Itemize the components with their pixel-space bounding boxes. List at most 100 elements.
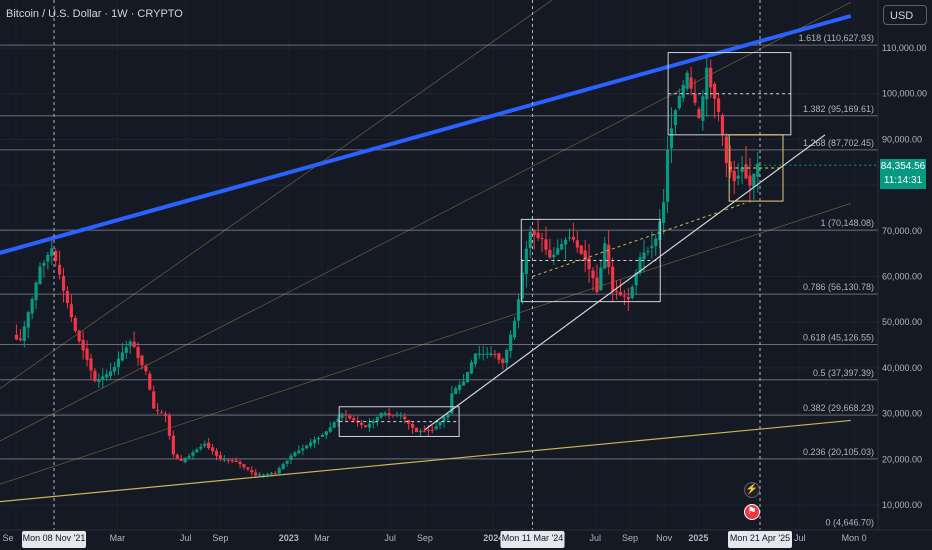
candle-body	[497, 353, 501, 360]
crosshair-date-badge	[500, 531, 565, 548]
candle-body	[426, 429, 430, 431]
candle-body	[489, 353, 493, 356]
time-axis	[0, 530, 932, 550]
candle-body	[81, 339, 85, 351]
candle-body	[238, 461, 242, 465]
candle-body	[560, 244, 564, 250]
candle-body	[520, 272, 525, 299]
x-tick-label: Jul	[794, 533, 806, 543]
candle-body	[210, 447, 215, 452]
candle-body	[662, 202, 666, 223]
candle-body	[218, 455, 223, 460]
candle-body	[367, 423, 372, 428]
candle-body	[458, 384, 462, 390]
currency-button[interactable]: USD	[883, 5, 927, 25]
x-tick-label: Jul	[590, 533, 602, 543]
y-tick-label: 100,000.00	[882, 89, 927, 99]
candle-body	[430, 429, 434, 431]
candle-body	[85, 348, 89, 360]
candle-body	[713, 83, 717, 99]
candle-body	[183, 457, 187, 463]
candle-body	[567, 237, 572, 239]
candle-body	[548, 249, 552, 258]
candle-body	[97, 378, 101, 383]
candle-body	[532, 229, 536, 235]
candle-body	[163, 413, 168, 416]
candle-body	[112, 366, 117, 372]
candle-body	[618, 291, 623, 296]
candle-body	[285, 460, 289, 464]
candle-body	[693, 93, 697, 103]
candle-body	[477, 353, 481, 355]
candle-body	[77, 330, 81, 342]
candle-body	[171, 435, 175, 455]
candle-body	[289, 455, 293, 461]
candle-body	[297, 450, 301, 454]
candle-body	[650, 245, 654, 248]
fib-level-label: 0 (4,646.70)	[825, 517, 874, 527]
candle-body	[607, 244, 611, 268]
candle-body	[446, 413, 450, 418]
y-tick-label: 70,000.00	[882, 226, 922, 236]
candle-body	[728, 161, 732, 173]
lightning-icon[interactable]: ⚡	[744, 482, 760, 498]
candle-body	[544, 239, 548, 250]
trendline-blue	[0, 14, 852, 255]
candle-body	[438, 421, 442, 426]
candle-body	[195, 449, 199, 453]
candle-body	[434, 426, 438, 429]
candle-body	[348, 415, 352, 419]
plot-area[interactable]: 1.618 (110,627.93) 1.382 (95,169.61) 1.268…	[0, 0, 878, 530]
candle-body	[22, 326, 26, 341]
candle-body	[273, 473, 277, 475]
candle-body	[136, 347, 140, 358]
trendline-long_gold	[0, 419, 851, 503]
x-tick-label: 2025	[688, 533, 708, 543]
candle-body	[42, 262, 46, 266]
candle-body	[536, 232, 540, 239]
candle-body	[630, 286, 634, 299]
candle-body	[552, 254, 556, 258]
candle-body	[14, 334, 19, 340]
candle-body	[344, 414, 348, 416]
candle-body	[352, 418, 356, 421]
fan-line	[0, 203, 851, 485]
candle-body	[281, 464, 285, 469]
candle-body	[250, 470, 254, 473]
x-tick-label: Nov	[656, 533, 673, 543]
x-tick-label: 2023	[279, 533, 299, 543]
candle-body	[89, 358, 93, 371]
candle-body	[101, 376, 105, 381]
candle-body	[509, 334, 513, 351]
candle-body	[689, 77, 693, 89]
candle-body	[301, 448, 305, 451]
x-tick-label: Jul	[180, 533, 192, 543]
candle-body	[407, 419, 411, 424]
candle-body	[144, 365, 148, 372]
y-tick-label: 40,000.00	[882, 363, 922, 373]
candle-body	[375, 416, 379, 421]
dashed-projection-line	[532, 202, 745, 277]
us-flag-icon[interactable]: ⚑	[744, 504, 760, 520]
candle-body	[399, 415, 403, 417]
candle-body	[222, 459, 226, 461]
candle-body	[469, 362, 474, 374]
x-tick-label: Mar	[110, 533, 126, 543]
candle-body	[744, 164, 748, 179]
fan-line	[0, 1, 851, 442]
candle-body	[156, 409, 160, 411]
candle-body	[69, 304, 73, 318]
candle-body	[191, 452, 195, 456]
candle-body	[614, 291, 619, 293]
x-tick-label: Mar	[314, 533, 330, 543]
candle-body	[575, 240, 579, 248]
candle-body	[363, 425, 368, 427]
candle-body	[638, 257, 642, 273]
candle-body	[732, 170, 736, 182]
candle-body	[199, 446, 203, 449]
current-price-badge: 84,354.56 11:14:31	[880, 159, 926, 189]
candle-body	[756, 163, 760, 177]
fib-level-label: 1.268 (87,702.45)	[803, 138, 874, 148]
